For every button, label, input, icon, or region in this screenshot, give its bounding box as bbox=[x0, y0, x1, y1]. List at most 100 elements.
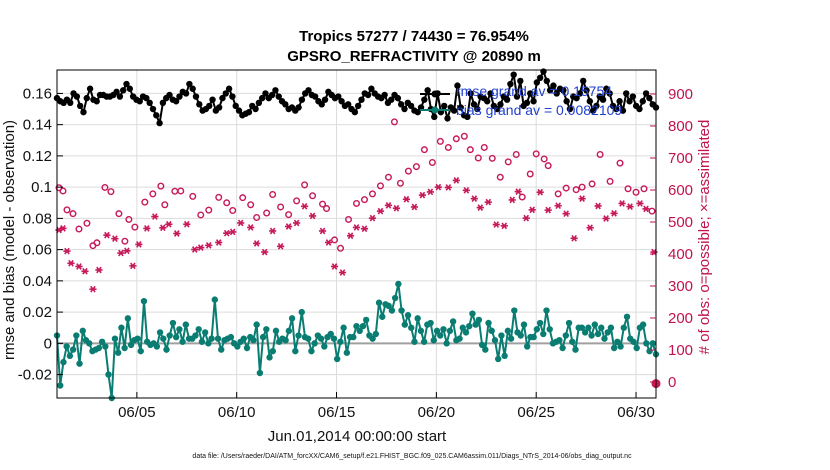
obs-assimilated-point bbox=[261, 248, 269, 256]
bias-point bbox=[201, 329, 209, 336]
rmse-point bbox=[182, 90, 190, 97]
obs-assimilated-stroke bbox=[112, 235, 118, 243]
bias-point bbox=[304, 335, 312, 342]
obs-possible-point bbox=[101, 183, 109, 191]
bias-point bbox=[501, 352, 508, 360]
bias-point bbox=[607, 324, 615, 331]
rmse-point bbox=[136, 98, 143, 105]
obs-possible-point bbox=[263, 209, 271, 217]
chart-title-line1: Tropics 57277 / 74430 = 76.954% bbox=[299, 28, 529, 45]
obs-possible-point bbox=[141, 198, 149, 206]
rmse-point bbox=[358, 96, 365, 103]
bias-point bbox=[102, 343, 109, 350]
bias-point bbox=[227, 333, 235, 341]
bias-point bbox=[523, 343, 531, 350]
obs-assimilated-point bbox=[418, 191, 426, 199]
obs-assimilated-stroke bbox=[197, 244, 204, 251]
bias-point bbox=[63, 343, 70, 350]
rmse-point bbox=[298, 96, 306, 103]
bias-point bbox=[353, 322, 360, 330]
obs-possible-point bbox=[189, 192, 197, 200]
obs-assimilated-point bbox=[508, 196, 516, 204]
rmse-point bbox=[192, 93, 200, 100]
obs-assimilated-stroke bbox=[463, 186, 470, 194]
rmse-point bbox=[553, 90, 560, 97]
obs-possible-point bbox=[309, 192, 317, 200]
obs-assimilated-point bbox=[253, 240, 261, 247]
obs-assimilated-point bbox=[293, 219, 301, 227]
bias-point bbox=[469, 310, 476, 317]
obs-assimilated-point bbox=[346, 232, 355, 240]
obs-possible-point bbox=[554, 190, 562, 198]
bias-point bbox=[543, 307, 550, 314]
rmse-point bbox=[573, 94, 580, 102]
bias-point bbox=[594, 330, 602, 338]
bias-point bbox=[633, 344, 640, 352]
rmse-point bbox=[153, 112, 160, 119]
legend-bias-marker bbox=[431, 106, 439, 114]
rmse-point bbox=[623, 90, 630, 97]
bias-point bbox=[272, 327, 280, 335]
obs-possible-point bbox=[75, 225, 83, 233]
obs-assimilated-point bbox=[308, 212, 317, 220]
y-right-tick-label: 300 bbox=[668, 278, 693, 295]
rmse-point bbox=[444, 115, 451, 122]
obs-assimilated-point bbox=[229, 228, 237, 236]
bias-point bbox=[391, 294, 399, 302]
obs-assimilated-stroke bbox=[205, 241, 212, 249]
rmse-point bbox=[619, 107, 627, 114]
rmse-point bbox=[589, 107, 597, 114]
rmse-point bbox=[497, 101, 504, 108]
bias-point bbox=[414, 315, 421, 322]
rmse-point bbox=[421, 96, 428, 103]
obs-assimilated-stroke bbox=[144, 225, 150, 232]
bias-point bbox=[440, 326, 447, 333]
bias-point bbox=[472, 321, 479, 328]
bias-point bbox=[430, 337, 437, 344]
obs-possible-point bbox=[223, 199, 231, 207]
obs-possible-point bbox=[83, 219, 91, 227]
obs-assimilated-stroke bbox=[563, 210, 569, 218]
rmse-point bbox=[440, 102, 448, 110]
obs-possible-point bbox=[277, 203, 285, 211]
obs-possible-point bbox=[63, 206, 71, 214]
obs-assimilated-stroke bbox=[477, 204, 484, 211]
obs-possible-point bbox=[616, 159, 624, 167]
bias-point bbox=[253, 321, 260, 328]
bias-point bbox=[585, 324, 592, 331]
obs-assimilated-point bbox=[197, 244, 205, 251]
obs-possible-point bbox=[107, 188, 115, 196]
obs-assimilated-point bbox=[636, 200, 644, 207]
obs-possible-point bbox=[396, 179, 404, 187]
y-right-tick-label: 100 bbox=[668, 342, 693, 359]
bias-point bbox=[121, 344, 128, 352]
rmse-point bbox=[335, 93, 342, 100]
bias-point bbox=[105, 371, 112, 378]
obs-assimilated-point bbox=[151, 213, 159, 220]
bias-point bbox=[427, 319, 434, 327]
obs-possible-point bbox=[121, 237, 129, 245]
obs-assimilated-point bbox=[476, 204, 484, 211]
obs-possible-point bbox=[596, 150, 604, 158]
bias-point bbox=[466, 322, 473, 330]
obs-assimilated-point bbox=[594, 202, 602, 210]
y-left-tick-label: 0.02 bbox=[23, 304, 52, 321]
chart-title-line2: GPSRO_REFRACTIVITY @ 20890 m bbox=[287, 48, 541, 65]
obs-assimilated-stroke bbox=[611, 209, 617, 217]
rmse-point bbox=[83, 94, 90, 102]
y-axis-right-label: # of obs: o=possible; ×=assimilated bbox=[696, 120, 713, 355]
obs-possible-point bbox=[59, 187, 67, 195]
obs-assimilated-stroke bbox=[595, 202, 601, 210]
obs-possible-point bbox=[239, 194, 247, 202]
rmse-point bbox=[146, 99, 153, 107]
rmse-point bbox=[126, 85, 134, 92]
bias-point bbox=[124, 315, 132, 322]
obs-assimilated-stroke bbox=[118, 249, 124, 257]
bias-point bbox=[604, 329, 611, 336]
rmse-point bbox=[345, 101, 352, 108]
bias-point bbox=[211, 296, 219, 303]
bias-point bbox=[569, 338, 576, 345]
rmse-point bbox=[245, 108, 253, 116]
rmse-point bbox=[295, 104, 302, 111]
